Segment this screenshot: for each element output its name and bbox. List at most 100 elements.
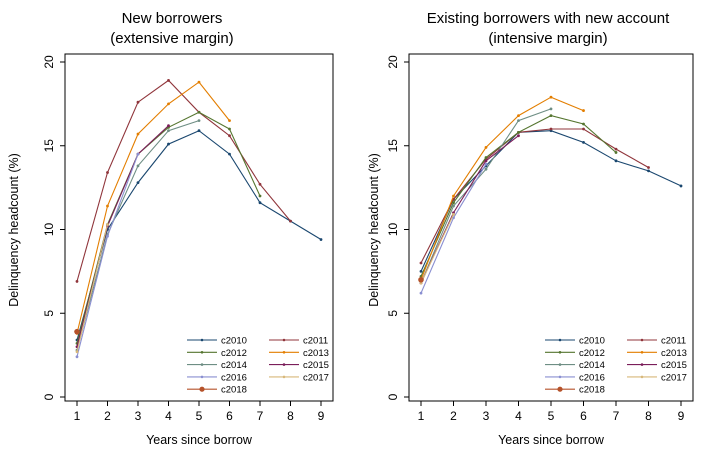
y-axis-label: Delinquency headcount (%) bbox=[7, 153, 21, 307]
series-line-c2017 bbox=[76, 224, 109, 352]
data-point-c2011 bbox=[228, 134, 231, 138]
y-tick-label: 15 bbox=[386, 139, 400, 153]
legend-marker-c2016 bbox=[558, 375, 562, 379]
data-point-c2014 bbox=[136, 164, 140, 168]
y-axis-label: Delinquency headcount (%) bbox=[367, 153, 381, 307]
y-tick-label: 20 bbox=[42, 55, 56, 69]
legend-label-c2010: c2010 bbox=[579, 336, 605, 347]
legend-marker-c2012 bbox=[200, 351, 204, 354]
data-point-c2013 bbox=[582, 109, 585, 112]
data-point-c2011 bbox=[614, 147, 618, 151]
data-point-c2011 bbox=[106, 171, 109, 174]
data-point-c2010 bbox=[258, 201, 262, 205]
legend-label-c2012: c2012 bbox=[579, 348, 605, 359]
data-point-c2013 bbox=[452, 194, 455, 198]
legend-label-c2011: c2011 bbox=[303, 336, 328, 347]
legend-marker-c2014 bbox=[200, 363, 204, 366]
data-point-c2012 bbox=[549, 114, 553, 117]
series-line-c2015 bbox=[76, 125, 169, 347]
data-point-c2011 bbox=[582, 127, 585, 131]
data-point-c2010 bbox=[614, 159, 618, 163]
legend-marker-c2015 bbox=[282, 363, 286, 366]
data-point-c2014 bbox=[484, 167, 488, 171]
data-point-c2011 bbox=[167, 79, 170, 82]
y-tick-label: 10 bbox=[386, 223, 400, 237]
x-tick-label: 5 bbox=[548, 409, 555, 423]
legend-marker-c2011 bbox=[282, 338, 286, 342]
x-tick-label: 2 bbox=[104, 409, 111, 423]
series-line-c2013 bbox=[76, 81, 230, 334]
panel-existing-borrowers: Existing borrowers with new account (int… bbox=[367, 10, 694, 447]
data-point-c2016 bbox=[419, 291, 423, 295]
legend-marker-c2018 bbox=[557, 386, 563, 392]
legend-label-c2016: c2016 bbox=[579, 372, 605, 383]
x-axis-label: Years since borrow bbox=[146, 433, 253, 447]
data-point-c2013 bbox=[484, 146, 488, 149]
data-point-c2014 bbox=[452, 204, 455, 208]
data-point-c2016 bbox=[106, 234, 109, 238]
series-line-c2010 bbox=[420, 130, 682, 272]
series-line-c2016 bbox=[420, 163, 487, 294]
x-tick-label: 7 bbox=[257, 409, 264, 423]
panel-new-borrowers: New borrowers (extensive margin) Delinqu… bbox=[7, 10, 334, 447]
data-point-c2013 bbox=[106, 204, 109, 208]
data-point-c2012 bbox=[228, 127, 231, 131]
legend-label-c2015: c2015 bbox=[661, 360, 687, 371]
data-point-c2012 bbox=[582, 122, 585, 126]
data-point-c2012 bbox=[614, 151, 618, 154]
legend-label-c2013: c2013 bbox=[303, 348, 329, 359]
series-line-c2014 bbox=[420, 108, 552, 284]
plot-frame bbox=[408, 53, 694, 402]
legend-label-c2014: c2014 bbox=[221, 360, 247, 371]
series-line-c2010 bbox=[76, 130, 322, 341]
legend-marker-c2018 bbox=[199, 386, 205, 392]
data-point-c2010 bbox=[167, 142, 170, 146]
y-tick-label: 15 bbox=[42, 139, 56, 153]
plot-frame bbox=[64, 53, 334, 402]
data-point-c2012 bbox=[258, 194, 262, 198]
series-line-c2013 bbox=[420, 96, 584, 280]
data-point-c2011 bbox=[549, 127, 553, 131]
y-tick-label: 5 bbox=[42, 310, 56, 317]
legend-marker-c2010 bbox=[200, 338, 204, 342]
x-tick-label: 8 bbox=[645, 409, 652, 423]
data-point-c2017 bbox=[75, 350, 79, 354]
data-point-c2010 bbox=[319, 238, 323, 241]
series-line-c2015 bbox=[420, 135, 519, 284]
data-point-c2017 bbox=[452, 213, 455, 216]
data-point-c2011 bbox=[647, 166, 650, 169]
panel-subtitle: (intensive margin) bbox=[488, 30, 607, 47]
data-point-c2011 bbox=[136, 100, 140, 104]
data-point-c2014 bbox=[549, 107, 553, 111]
x-tick-label: 9 bbox=[318, 409, 325, 423]
x-tick-label: 6 bbox=[580, 409, 587, 423]
series-line-c2012 bbox=[76, 111, 261, 344]
data-point-c2010 bbox=[582, 141, 585, 144]
x-tick-label: 4 bbox=[165, 409, 172, 423]
series-line-c2012 bbox=[420, 115, 617, 277]
x-tick-label: 3 bbox=[135, 409, 142, 423]
legend-label-c2018: c2018 bbox=[221, 385, 247, 396]
data-point-c2016 bbox=[484, 162, 488, 166]
data-point-c2015 bbox=[484, 159, 488, 163]
series-line-c2016 bbox=[76, 153, 139, 357]
data-point-c2014 bbox=[167, 129, 170, 133]
series-line-c2011 bbox=[76, 79, 291, 282]
y-tick-label: 0 bbox=[386, 393, 400, 400]
legend-label-c2011: c2011 bbox=[661, 336, 686, 347]
data-point-c2012 bbox=[484, 156, 488, 159]
data-point-c2013 bbox=[136, 132, 140, 136]
data-point-c2018 bbox=[74, 328, 80, 335]
x-tick-label: 8 bbox=[287, 409, 294, 423]
data-point-c2010 bbox=[197, 129, 201, 133]
series-line-c2017 bbox=[420, 214, 454, 284]
y-tick-label: 20 bbox=[386, 55, 400, 69]
y-tick-label: 0 bbox=[42, 393, 56, 400]
legend-marker-c2017 bbox=[640, 375, 644, 379]
data-point-c2013 bbox=[517, 114, 520, 117]
legend-label-c2015: c2015 bbox=[303, 360, 329, 371]
y-tick-label: 5 bbox=[386, 310, 400, 317]
legend-marker-c2014 bbox=[558, 363, 562, 366]
